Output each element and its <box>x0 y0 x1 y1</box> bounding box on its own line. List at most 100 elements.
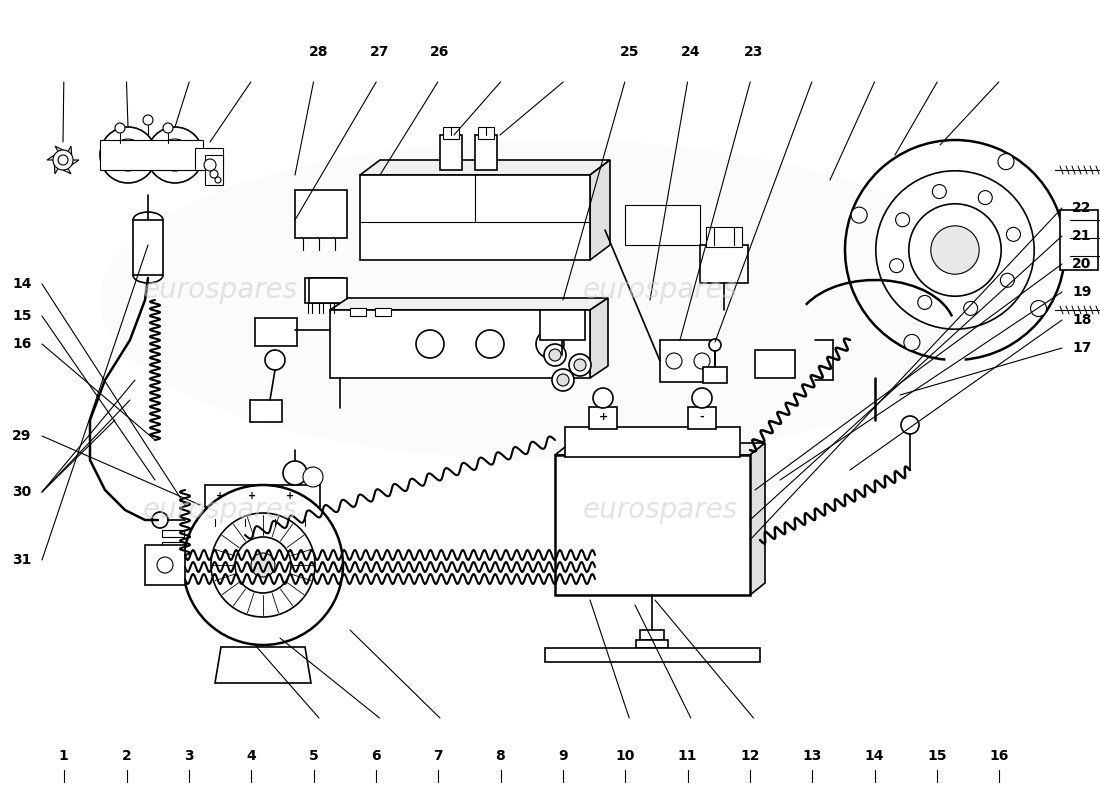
Circle shape <box>58 155 68 165</box>
Circle shape <box>238 526 252 540</box>
Bar <box>755 350 795 378</box>
Text: 23: 23 <box>744 45 763 59</box>
Circle shape <box>552 369 574 391</box>
Circle shape <box>1006 227 1021 242</box>
Bar <box>205 485 320 507</box>
Circle shape <box>298 526 312 540</box>
Text: 3: 3 <box>185 749 194 763</box>
Circle shape <box>235 537 292 593</box>
Text: 2: 2 <box>122 749 131 763</box>
Bar <box>255 318 297 346</box>
Text: 12: 12 <box>740 749 760 763</box>
Circle shape <box>1031 301 1046 317</box>
Bar <box>660 340 715 382</box>
Circle shape <box>694 353 710 369</box>
Circle shape <box>933 185 946 198</box>
Polygon shape <box>590 298 608 378</box>
Text: 10: 10 <box>615 749 635 763</box>
Circle shape <box>100 127 156 183</box>
Bar <box>640 630 664 640</box>
Circle shape <box>656 218 674 236</box>
Text: 4: 4 <box>246 749 255 763</box>
Polygon shape <box>750 443 764 595</box>
Polygon shape <box>63 160 79 165</box>
Bar <box>360 175 590 260</box>
Circle shape <box>283 461 307 485</box>
Bar <box>145 545 185 585</box>
Circle shape <box>549 349 561 361</box>
Text: 14: 14 <box>12 277 32 291</box>
Circle shape <box>147 127 204 183</box>
Text: 26: 26 <box>430 45 450 59</box>
Bar <box>700 245 748 283</box>
Circle shape <box>569 354 591 376</box>
Bar <box>443 127 459 139</box>
Text: 11: 11 <box>678 749 697 763</box>
Circle shape <box>544 344 566 366</box>
Circle shape <box>211 513 315 617</box>
Text: 16: 16 <box>12 337 32 351</box>
Bar <box>309 278 346 303</box>
Circle shape <box>1000 274 1014 287</box>
Text: 28: 28 <box>309 45 329 59</box>
Text: 1: 1 <box>59 749 68 763</box>
Circle shape <box>692 388 712 408</box>
Circle shape <box>204 159 216 171</box>
Text: 18: 18 <box>1072 313 1091 327</box>
Bar <box>540 310 585 340</box>
Text: 20: 20 <box>1072 257 1091 271</box>
Circle shape <box>214 177 221 183</box>
Text: 31: 31 <box>12 553 32 567</box>
Circle shape <box>265 350 285 370</box>
Polygon shape <box>54 160 63 174</box>
Text: eurospares: eurospares <box>582 276 738 304</box>
Text: 5: 5 <box>309 749 318 763</box>
Text: +: + <box>286 491 294 501</box>
Circle shape <box>536 330 564 358</box>
Text: 13: 13 <box>802 749 822 763</box>
Text: 21: 21 <box>1072 229 1091 243</box>
Circle shape <box>557 374 569 386</box>
Polygon shape <box>214 647 311 683</box>
Bar <box>703 367 727 383</box>
Circle shape <box>901 416 918 434</box>
Circle shape <box>998 154 1014 170</box>
Polygon shape <box>47 155 63 160</box>
Polygon shape <box>63 146 72 160</box>
Circle shape <box>917 295 932 310</box>
Circle shape <box>183 485 343 645</box>
Circle shape <box>593 388 613 408</box>
Circle shape <box>476 330 504 358</box>
Circle shape <box>978 190 992 205</box>
Circle shape <box>122 149 134 161</box>
Circle shape <box>208 526 222 540</box>
Text: 9: 9 <box>559 749 568 763</box>
Text: 29: 29 <box>12 429 32 443</box>
Text: 19: 19 <box>1072 285 1091 299</box>
Bar <box>214 507 233 519</box>
Bar <box>350 308 366 316</box>
Bar <box>440 135 462 170</box>
Bar <box>243 507 261 519</box>
Circle shape <box>876 170 1034 330</box>
Bar <box>556 455 750 595</box>
Text: eurospares: eurospares <box>142 496 298 524</box>
Circle shape <box>143 115 153 125</box>
Text: -: - <box>700 412 704 422</box>
Circle shape <box>931 226 979 274</box>
Bar <box>544 648 760 662</box>
Text: 15: 15 <box>927 749 947 763</box>
Polygon shape <box>556 443 764 455</box>
Bar <box>295 190 346 238</box>
Circle shape <box>163 123 173 133</box>
Circle shape <box>169 149 182 161</box>
Circle shape <box>116 123 125 133</box>
Bar <box>625 205 700 245</box>
Text: 14: 14 <box>865 749 884 763</box>
Circle shape <box>302 467 323 487</box>
Text: 15: 15 <box>12 309 32 323</box>
Circle shape <box>53 150 73 170</box>
Bar <box>205 155 223 185</box>
Bar <box>636 640 668 648</box>
Circle shape <box>710 339 720 351</box>
